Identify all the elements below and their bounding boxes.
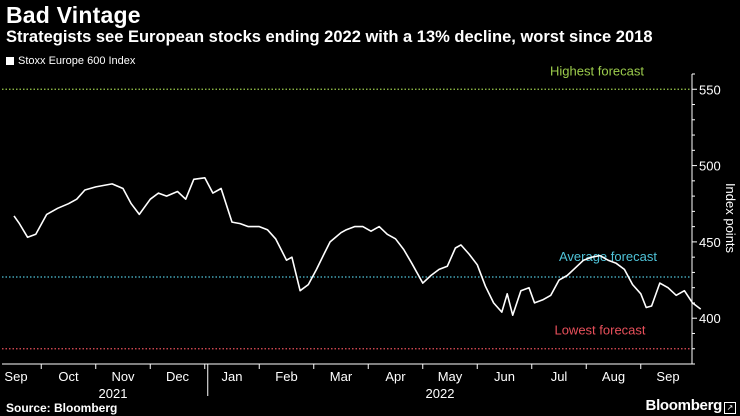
y-axis-ticks: 400 450 500 550 — [692, 73, 721, 365]
x-tick-label: Jun — [494, 369, 515, 384]
x-tick-label: Nov — [111, 369, 135, 384]
y-axis-label: Index points — [723, 183, 738, 254]
legend-label: Stoxx Europe 600 Index — [18, 55, 136, 67]
x-tick-label: Oct — [58, 369, 79, 384]
x-tick-label: Feb — [275, 369, 297, 384]
x-tick-label: Apr — [385, 369, 406, 384]
x-year-label: 2021 — [99, 386, 128, 401]
x-tick-label: Mar — [330, 369, 353, 384]
ref-label-lowest-forecast: Lowest forecast — [554, 323, 645, 338]
chart-subtitle: Strategists see European stocks ending 2… — [6, 28, 653, 46]
x-tick-label: Jan — [222, 369, 243, 384]
legend-swatch — [6, 57, 14, 65]
x-year-label: 2022 — [426, 386, 455, 401]
y-tick-label: 450 — [699, 235, 721, 250]
brand-logo: Bloomberg — [645, 397, 723, 414]
y-tick-label: 550 — [699, 82, 721, 97]
y-tick-label: 500 — [699, 159, 721, 174]
x-tick-label: May — [438, 369, 463, 384]
y-tick-label: 400 — [699, 311, 721, 326]
x-tick-label: Dec — [166, 369, 190, 384]
ref-label-highest-forecast: Highest forecast — [550, 63, 644, 78]
series-group — [13, 177, 702, 317]
legend: Stoxx Europe 600 Index — [6, 55, 135, 67]
x-tick-label: Aug — [602, 369, 625, 384]
reference-lines: Highest forecast Average forecast Lowest f… — [2, 63, 692, 350]
source-note: Source: Bloomberg — [6, 401, 118, 415]
x-tick-label: Jul — [551, 369, 568, 384]
series-line-0 — [13, 177, 702, 317]
x-tick-label: Sep — [656, 369, 679, 384]
chart-title: Bad Vintage — [6, 2, 141, 28]
ref-label-average-forecast: Average forecast — [559, 249, 657, 264]
brand-arrow-icon: ↗ — [724, 402, 736, 414]
x-axis-ticks: Sep Oct Nov Dec Jan Feb Mar Apr May Jun Jul Aug Sep 2… — [4, 364, 680, 401]
x-tick-label: Sep — [4, 369, 27, 384]
